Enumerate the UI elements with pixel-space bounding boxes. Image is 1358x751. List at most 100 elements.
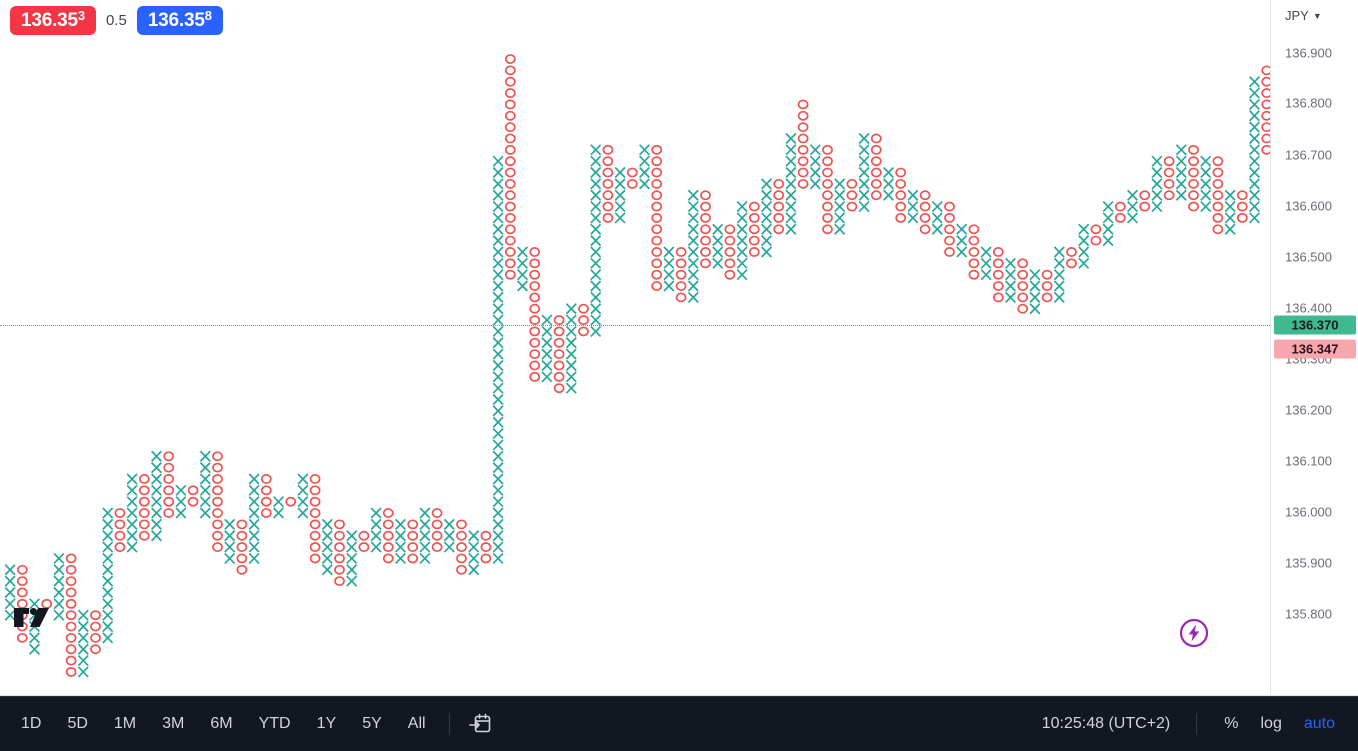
- pnf-x-mark: [590, 189, 602, 201]
- range-button-6m[interactable]: 6M: [210, 715, 233, 732]
- range-button-3m[interactable]: 3M: [162, 715, 185, 732]
- pnf-column: [1151, 155, 1163, 213]
- pnf-x-mark: [126, 518, 138, 530]
- pnf-x-mark: [1078, 235, 1090, 247]
- pnf-o-mark: [724, 235, 736, 246]
- pnf-o-mark: [212, 508, 223, 518]
- pnf-x-mark: [53, 575, 65, 587]
- price-tick: 136.900: [1285, 45, 1332, 61]
- pnf-x-mark: [492, 484, 504, 496]
- percent-scale-toggle[interactable]: %: [1224, 715, 1239, 732]
- pnf-x-mark: [1249, 200, 1260, 213]
- pnf-o-mark: [992, 292, 1004, 303]
- range-button-1d[interactable]: 1D: [21, 715, 42, 732]
- pnf-o-mark: [553, 315, 565, 326]
- pnf-o-mark: [16, 576, 28, 587]
- pnf-o-mark: [358, 542, 370, 553]
- pnf-x-mark: [931, 200, 943, 213]
- bid-price-pill[interactable]: 136.35 3: [10, 5, 96, 35]
- pnf-o-mark: [822, 212, 833, 223]
- pnf-o-mark: [236, 564, 248, 575]
- pnf-o-mark: [1066, 258, 1077, 269]
- pnf-o-mark: [578, 326, 589, 337]
- auto-scale-toggle[interactable]: auto: [1303, 715, 1335, 732]
- currency-selector[interactable]: JPY ▼: [1285, 3, 1322, 27]
- pnf-o-mark: [480, 530, 492, 541]
- pnf-x-mark: [370, 507, 382, 519]
- pnf-o-mark: [504, 190, 516, 201]
- pnf-o-mark: [1017, 281, 1029, 291]
- pnf-column: [980, 246, 992, 281]
- pnf-x-mark: [4, 586, 16, 599]
- pnf-x-mark: [297, 507, 309, 519]
- range-button-1m[interactable]: 1M: [113, 715, 137, 732]
- pnf-x-mark: [687, 269, 699, 281]
- pnf-x-mark: [102, 598, 114, 610]
- pnf-column: [919, 190, 931, 235]
- pnf-x-mark: [492, 473, 504, 485]
- pnf-x-mark: [1102, 212, 1114, 224]
- pnf-o-mark: [309, 530, 321, 541]
- pnf-o-mark: [602, 201, 614, 212]
- pnf-o-mark: [1212, 212, 1224, 223]
- pnf-o-mark: [138, 530, 150, 541]
- pnf-x-mark: [883, 166, 894, 179]
- clock-label[interactable]: 10:25:48 (UTC+2): [1041, 715, 1171, 732]
- pnf-column: [785, 132, 797, 235]
- pnf-x-mark: [321, 518, 333, 530]
- pnf-x-mark: [541, 314, 553, 326]
- pnf-x-mark: [907, 189, 919, 201]
- pnf-column: [1029, 269, 1041, 315]
- pnf-column: [773, 178, 785, 235]
- last-price-badge[interactable]: 136.370: [1274, 315, 1356, 335]
- pnf-o-mark: [504, 122, 516, 133]
- pnf-x-mark: [1224, 189, 1236, 201]
- range-button-ytd[interactable]: YTD: [258, 715, 291, 732]
- chart-plot-area[interactable]: [0, 0, 1270, 695]
- pnf-o-mark: [846, 190, 858, 201]
- bid-price-badge[interactable]: 136.347: [1274, 339, 1356, 359]
- ask-price-pill[interactable]: 136.35 8: [136, 5, 223, 35]
- pnf-x-mark: [199, 462, 211, 474]
- pnf-x-mark: [761, 189, 772, 201]
- pnf-x-mark: [541, 359, 553, 372]
- pnf-o-mark: [578, 303, 589, 314]
- pnf-o-mark: [895, 178, 907, 189]
- pnf-x-mark: [590, 280, 602, 292]
- lightning-bolt-icon[interactable]: [1178, 617, 1210, 649]
- pnf-column: [578, 303, 589, 337]
- range-button-5y[interactable]: 5Y: [362, 715, 382, 732]
- pnf-o-mark: [16, 598, 28, 609]
- calendar-replay-icon[interactable]: [464, 708, 496, 740]
- log-scale-toggle[interactable]: log: [1260, 715, 1282, 732]
- pnf-x-mark: [1175, 178, 1187, 190]
- pnf-o-mark: [260, 474, 272, 484]
- quote-legend: 136.35 3 0.5 136.35 8: [0, 0, 1270, 40]
- pnf-o-mark: [1261, 88, 1270, 99]
- pnf-column: [41, 598, 53, 609]
- pnf-o-mark: [797, 167, 809, 178]
- range-button-5d[interactable]: 5D: [67, 715, 88, 732]
- pnf-o-mark: [1017, 269, 1029, 280]
- pnf-o-mark: [870, 178, 882, 189]
- pnf-o-mark: [773, 190, 785, 201]
- pnf-x-mark: [419, 530, 431, 542]
- pnf-column: [724, 224, 736, 280]
- pnf-o-mark: [212, 451, 223, 462]
- pnf-o-mark: [895, 212, 907, 223]
- pnf-o-mark: [944, 201, 955, 212]
- pnf-x-mark: [736, 200, 748, 213]
- pnf-o-mark: [504, 269, 516, 280]
- pnf-x-mark: [1175, 144, 1187, 156]
- pnf-o-mark: [797, 110, 809, 121]
- pnf-x-mark: [273, 507, 284, 519]
- pnf-column: [126, 473, 138, 553]
- pnf-o-mark: [309, 508, 321, 518]
- pnf-o-mark: [163, 485, 175, 496]
- range-button-all[interactable]: All: [407, 715, 426, 732]
- pnf-o-mark: [822, 144, 833, 155]
- range-button-1y[interactable]: 1Y: [316, 715, 337, 732]
- price-scale[interactable]: JPY ▼ 136.900 136.800 136.700 136.600 136.50…: [1270, 0, 1358, 695]
- pnf-column: [1163, 156, 1175, 201]
- pnf-column: [443, 518, 455, 553]
